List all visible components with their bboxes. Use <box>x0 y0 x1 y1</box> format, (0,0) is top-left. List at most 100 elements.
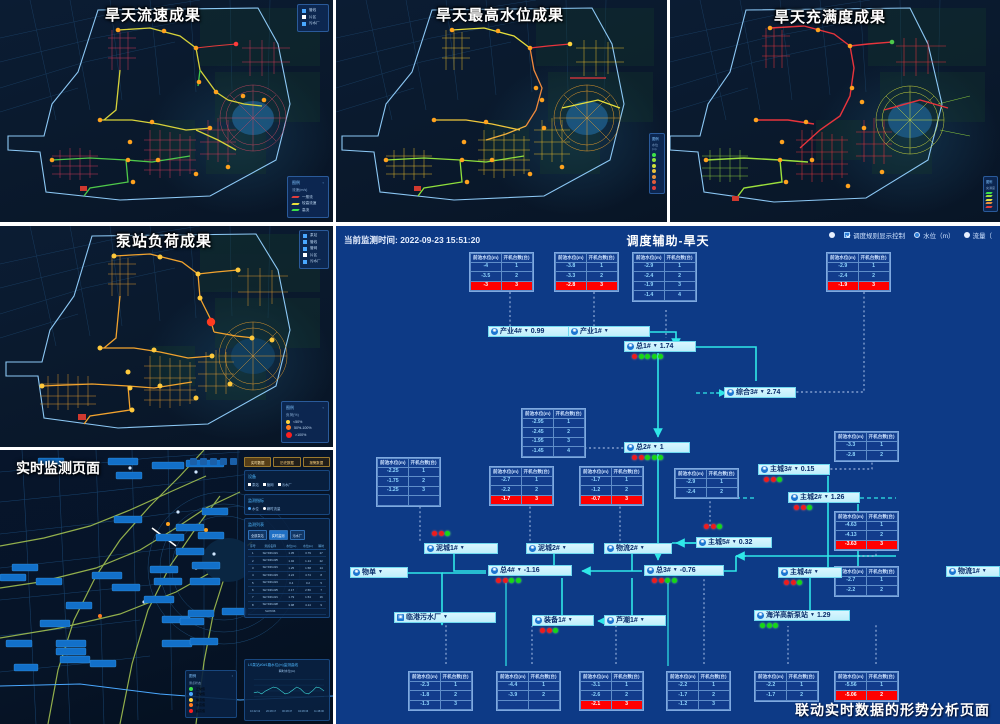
flow-node-wl2[interactable]: ✺ 物流2# ▼ <box>604 543 672 554</box>
table-row[interactable]: 5 SHYD36-0#4 0.4 0.2 5 <box>248 579 326 587</box>
flow-node-z2[interactable]: ✺ 总2# ▼ 1 <box>624 442 690 453</box>
table-row[interactable]: 4 SHYD36-0#3 4.24 4.74 8 <box>248 571 326 580</box>
water-level-radio[interactable] <box>914 232 921 238</box>
map-panel-fullness[interactable]: 旱天充满度成果 图例 充满度 <box>670 0 1000 222</box>
chevron-down-icon[interactable]: ▼ <box>672 567 678 573</box>
chevron-down-icon[interactable]: ▼ <box>810 612 815 618</box>
collapse-icon[interactable]: ▫ <box>322 404 324 410</box>
chevron-down-icon[interactable]: ▼ <box>523 328 529 334</box>
table-row[interactable]: 3 SHYD36-0#1 1.25 1.58 14 <box>248 564 326 573</box>
value-legend-pumpload[interactable]: 图例 ▫ 负荷(%) <50% 50%-100% >100% <box>281 400 329 443</box>
flow-node-z1[interactable]: ✺ 总1# ▼ 1.74 <box>624 341 696 352</box>
chevron-down-icon[interactable]: ▼ <box>561 545 567 551</box>
table-row: -1.25 3 <box>377 485 440 497</box>
tab-alarm-data[interactable]: 报警数据 <box>302 457 330 467</box>
flow-node-zc5[interactable]: ✺ 主城5# ▼ 0.32 <box>696 537 772 548</box>
chevron-down-icon[interactable]: ▼ <box>639 545 645 551</box>
flow-node-wl1[interactable]: ✺ 物流1# ▼ <box>946 566 1000 577</box>
flow-node-lc1[interactable]: ✺ 芦潮1# ▼ <box>604 615 666 626</box>
map-panel-pumpload[interactable]: 泵站负荷成果 泵站 管线 管网 片区 污水厂 图例 ▫ 负荷(%) <50% 50… <box>0 226 333 447</box>
collapse-icon[interactable]: ▫ <box>322 179 324 185</box>
value-legend-fullness[interactable]: 图例 充满度 <box>983 175 998 212</box>
scheduling-flowchart-panel[interactable]: 当前监测时间: 2022-09-23 15:51:20 调度辅助-旱天 调度规则… <box>336 226 1000 724</box>
value-legend-velocity[interactable]: 图例 ▫ 流速(m/s) 一般流 较高流速 高流 <box>287 175 329 218</box>
chevron-down-icon[interactable]: ▼ <box>567 617 573 623</box>
chevron-down-icon[interactable]: ▼ <box>823 494 829 500</box>
table-row[interactable]: 7 SHYD36-0#1 1.79 1.54 16 <box>248 593 326 602</box>
flow-node-z3[interactable]: ✺ 总3# ▼ -0.76 <box>644 565 724 576</box>
filter-all-pumps[interactable]: 全部泵站 <box>248 530 267 540</box>
layer-legend-velocity[interactable]: 管线 片区 污水厂 <box>297 4 329 32</box>
trend-chart-card[interactable]: LS泵站#0#1路水位(m)监测曲线 瞬时水位(m) 16:42:13 20:28… <box>244 659 330 721</box>
layers-icon[interactable] <box>190 458 197 465</box>
collapse-icon[interactable]: ▫ <box>231 673 233 678</box>
zoom-icon[interactable] <box>210 458 217 465</box>
filter-plant[interactable]: 污水厂 <box>289 530 306 540</box>
flow-node-zc3[interactable]: ✺ 主城3# ▼ 0.15 <box>758 464 830 475</box>
chevron-down-icon[interactable]: ▼ <box>652 343 658 349</box>
table-cell: SHYD36-0#1 <box>257 593 283 602</box>
flow-node-z4[interactable]: ✺ 总4# ▼ -1.16 <box>488 565 572 576</box>
table-row[interactable]: 2 SHYD36-0#5 1.02 1.14 22 <box>248 556 326 565</box>
map-toolbar[interactable] <box>190 458 237 465</box>
chevron-down-icon[interactable]: ▼ <box>459 545 465 551</box>
chevron-down-icon[interactable]: ▼ <box>443 614 448 620</box>
metric-option[interactable]: 瞬时流量 <box>266 507 281 511</box>
chevron-down-icon[interactable]: ▼ <box>516 567 522 573</box>
chevron-down-icon[interactable]: ▼ <box>793 466 799 472</box>
device-option[interactable]: 管网 <box>266 483 274 487</box>
chevron-down-icon[interactable]: ▼ <box>652 444 658 450</box>
table-row[interactable]: SHYD36 <box>248 608 326 616</box>
chevron-down-icon[interactable]: ▼ <box>639 617 645 623</box>
table-row[interactable]: 8 SHYD36-0#8 3.98 4.14 9 <box>248 601 326 610</box>
flow-node-cy4[interactable]: ✺ 产业4# ▼ 0.99 <box>488 326 570 337</box>
flow-node-zc4[interactable]: ✺ 主城4# ▼ <box>778 567 842 578</box>
locate-icon[interactable] <box>220 458 227 465</box>
rule-display-checkbox[interactable] <box>844 232 851 238</box>
chevron-down-icon[interactable]: ▼ <box>731 539 737 545</box>
flow-node-zh3[interactable]: ✺ 综合3# ▼ 2.74 <box>724 387 796 398</box>
fullscreen-icon[interactable] <box>230 458 237 465</box>
flow-node-zc2[interactable]: ✺ 主城2# ▼ 1.26 <box>788 492 860 503</box>
device-option[interactable]: 污水厂 <box>281 483 292 487</box>
monitoring-legend[interactable]: 图例 ▫ 测点状态 正常值 正常值 偏高值 中高值 超高值 <box>185 669 237 718</box>
table-cell: -3.63 <box>835 539 867 551</box>
lamp-green-icon <box>645 455 650 460</box>
filter-realtime[interactable]: 实时监测 <box>268 530 288 540</box>
lamp-green-icon <box>651 354 657 359</box>
flow-node-value: 1 <box>659 444 664 451</box>
flow-node-zb1[interactable]: ✺ 装备1# ▼ <box>532 615 594 626</box>
flow-node-nc1[interactable]: ✺ 泥城1# ▼ <box>424 543 498 554</box>
chevron-down-icon[interactable]: ▼ <box>813 569 819 575</box>
monitor-list-card[interactable]: 监测列表 全部泵站 实时监测 污水厂 序号 测点名称 水位(m) 水位(m) 瞬… <box>244 518 330 619</box>
metric-option[interactable]: 水位 <box>252 507 259 511</box>
value-legend-maxlevel[interactable]: 图例 水位(m) <box>649 132 665 194</box>
device-option[interactable]: 泵站 <box>252 483 259 487</box>
layer-legend-pumpload[interactable]: 泵站 管线 管网 片区 污水厂 <box>299 230 329 269</box>
flow-node-cy1[interactable]: ✺ 产业1# ▼ <box>568 326 650 337</box>
table-row[interactable]: 6 SHYD36-0#5 2.17 2.56 7 <box>248 586 326 595</box>
chevron-down-icon[interactable]: ▼ <box>759 389 765 395</box>
chevron-down-icon[interactable]: ▼ <box>603 328 609 334</box>
map-panel-maxlevel[interactable]: 旱天最高水位成果 图例 水位(m) <box>336 0 667 222</box>
tab-realtime-data[interactable]: 实时数据 <box>244 457 272 467</box>
tab-history-data[interactable]: 历史数据 <box>273 457 301 467</box>
monitor-table-body[interactable]: 1 SHYD36-0#1 1.35 3.79 27 2 SHYD36-0#5 1.02 1.14… <box>248 549 326 616</box>
device-filter-card[interactable]: 设备 泵站 管网 污水厂 <box>244 470 330 491</box>
flow-node-nc2[interactable]: ✺ 泥城2# ▼ <box>526 543 594 554</box>
table-row[interactable]: 1 SHYD36-0#1 1.35 3.79 27 <box>248 549 326 558</box>
map-panel-velocity[interactable]: 旱天流速成果 管线 片区 污水厂 图例 ▫ 流速(m/s) 一般流 较高流速 高流 <box>0 0 333 222</box>
chevron-down-icon[interactable]: ▼ <box>981 568 987 574</box>
flow-node-lgwsc[interactable]: ▣ 临港污水厂 ▼ <box>394 612 496 623</box>
map-panel-realtime-monitoring[interactable]: 实时监测页面 实时数据 历史数据 报警数据 设备 泵站 管网 污水厂 <box>0 450 333 724</box>
measure-icon[interactable] <box>200 458 207 465</box>
monitoring-sidebar[interactable]: 实时数据 历史数据 报警数据 设备 泵站 管网 污水厂 监测指标 水位 瞬时流量 <box>244 457 330 721</box>
flowchart-legend[interactable]: 调度规则显示控制 水位（m） 流量（ <box>829 230 992 240</box>
monitoring-tabs[interactable]: 实时数据 历史数据 报警数据 <box>244 457 330 467</box>
flow-node-wd[interactable]: ✺ 物单 ▼ <box>350 567 408 578</box>
metric-filter-card[interactable]: 监测指标 水位 瞬时流量 <box>244 494 330 515</box>
flow-rate-radio[interactable] <box>963 232 970 238</box>
table-cell: 1 <box>610 475 643 487</box>
flow-node-hygx[interactable]: ✺ 海洋高新泵站 ▼ 1.29 <box>754 610 850 621</box>
chevron-down-icon[interactable]: ▼ <box>378 569 383 575</box>
